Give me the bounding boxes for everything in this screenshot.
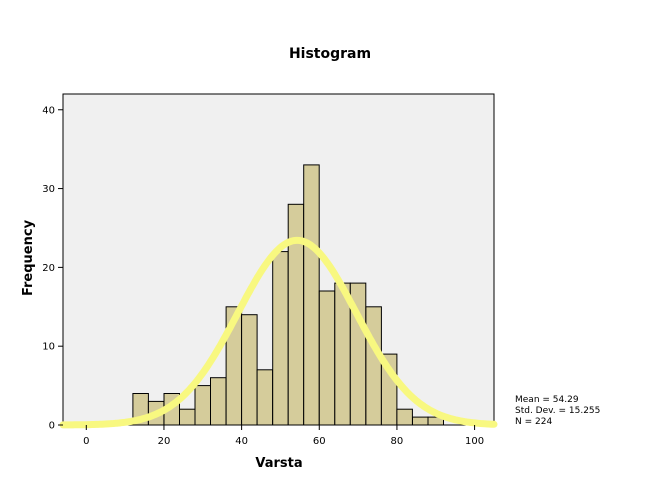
- y-axis-label: Frequency: [21, 219, 36, 296]
- y-tick-label: 10: [42, 342, 55, 353]
- y-tick-label: 0: [49, 421, 55, 432]
- stats-mean: Mean = 54.29: [515, 395, 579, 405]
- x-tick-label: 40: [235, 436, 248, 447]
- histogram-bar: [303, 164, 320, 426]
- x-axis-ticks: 0 20 40 60 80 100: [83, 425, 484, 447]
- stats-box: Mean = 54.29 Std. Dev. = 15.255 N = 224: [515, 395, 600, 427]
- histogram-bar: [396, 408, 413, 426]
- y-axis-ticks: 0 10 20 30 40: [42, 105, 63, 432]
- x-tick-label: 80: [391, 436, 404, 447]
- histogram-bar: [427, 416, 444, 426]
- y-tick-label: 30: [42, 184, 55, 195]
- normal-curve: [59, 236, 498, 429]
- histogram-bar: [365, 306, 382, 426]
- histogram-bar: [272, 251, 289, 426]
- histogram-bar: [179, 408, 196, 426]
- histogram-bar: [241, 314, 258, 426]
- histogram-bar: [256, 369, 274, 426]
- x-tick-label: 60: [313, 436, 326, 447]
- stats-n: N = 224: [515, 417, 552, 427]
- chart-title: Histogram: [289, 46, 371, 62]
- x-tick-label: 100: [465, 436, 484, 447]
- x-axis-label: Varsta: [255, 456, 302, 471]
- x-tick-label: 20: [158, 436, 171, 447]
- histogram-bar: [210, 377, 227, 426]
- histogram-bar: [412, 416, 429, 426]
- y-tick-label: 20: [42, 263, 55, 274]
- bars-group: [132, 164, 444, 426]
- histogram-bar: [194, 385, 211, 426]
- histogram-bar: [318, 290, 336, 426]
- x-tick-label: 0: [83, 436, 89, 447]
- stats-std-dev: Std. Dev. = 15.255: [515, 406, 600, 416]
- y-tick-label: 40: [42, 105, 55, 116]
